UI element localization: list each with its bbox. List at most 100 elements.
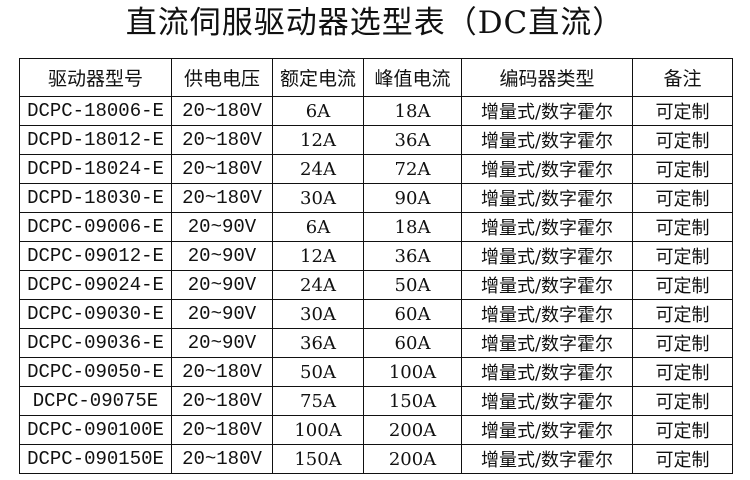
cell-peak-current: 36A bbox=[363, 125, 462, 155]
cell-peak-current: 150A bbox=[363, 386, 462, 416]
cell-rated-current: 6A bbox=[272, 212, 364, 242]
cell-model: DCPD-18012-E bbox=[19, 125, 172, 155]
cell-remark: 可定制 bbox=[632, 357, 733, 387]
cell-supply-voltage: 20~90V bbox=[171, 212, 273, 242]
cell-rated-current: 36A bbox=[272, 328, 364, 358]
column-header-model: 驱动器型号 bbox=[19, 58, 172, 97]
cell-supply-voltage: 20~90V bbox=[171, 328, 273, 358]
cell-remark: 可定制 bbox=[632, 444, 733, 474]
cell-supply-voltage: 20~90V bbox=[171, 270, 273, 300]
cell-supply-voltage: 20~90V bbox=[171, 241, 273, 271]
cell-remark: 可定制 bbox=[632, 125, 733, 155]
cell-remark: 可定制 bbox=[632, 183, 733, 213]
cell-supply-voltage: 20~180V bbox=[171, 154, 273, 184]
column-header-encoder-type: 编码器类型 bbox=[461, 58, 633, 97]
cell-peak-current: 60A bbox=[363, 299, 462, 329]
column-header-remark: 备注 bbox=[632, 58, 733, 97]
table-row: DCPC-09012-E 20~90V 12A 36A 增量式/数字霍尔 可定制 bbox=[19, 241, 733, 271]
table-row: DCPD-18012-E 20~180V 12A 36A 增量式/数字霍尔 可定制 bbox=[19, 125, 733, 155]
cell-supply-voltage: 20~180V bbox=[171, 125, 273, 155]
table-row: DCPC-09024-E 20~90V 24A 50A 增量式/数字霍尔 可定制 bbox=[19, 270, 733, 300]
column-header-peak-current: 峰值电流 bbox=[363, 58, 462, 97]
cell-peak-current: 200A bbox=[363, 444, 462, 474]
table-row: DCPC-090150E 20~180V 150A 200A 增量式/数字霍尔 可定制 bbox=[19, 444, 733, 474]
cell-supply-voltage: 20~180V bbox=[171, 444, 273, 474]
cell-remark: 可定制 bbox=[632, 328, 733, 358]
cell-supply-voltage: 20~90V bbox=[171, 299, 273, 329]
table-row: DCPD-18030-E 20~180V 30A 90A 增量式/数字霍尔 可定制 bbox=[19, 183, 733, 213]
cell-encoder-type: 增量式/数字霍尔 bbox=[461, 270, 633, 300]
cell-peak-current: 100A bbox=[363, 357, 462, 387]
cell-peak-current: 50A bbox=[363, 270, 462, 300]
cell-remark: 可定制 bbox=[632, 96, 733, 126]
cell-remark: 可定制 bbox=[632, 299, 733, 329]
table-row: DCPC-09050-E 20~180V 50A 100A 增量式/数字霍尔 可定制 bbox=[19, 357, 733, 387]
cell-model: DCPC-090150E bbox=[19, 444, 172, 474]
cell-peak-current: 200A bbox=[363, 415, 462, 445]
cell-encoder-type: 增量式/数字霍尔 bbox=[461, 357, 633, 387]
cell-remark: 可定制 bbox=[632, 386, 733, 416]
column-header-rated-current: 额定电流 bbox=[272, 58, 364, 97]
cell-rated-current: 6A bbox=[272, 96, 364, 126]
cell-encoder-type: 增量式/数字霍尔 bbox=[461, 212, 633, 242]
cell-model: DCPD-18024-E bbox=[19, 154, 172, 184]
table-row: DCPC-090100E 20~180V 100A 200A 增量式/数字霍尔 可定制 bbox=[19, 415, 733, 445]
cell-rated-current: 12A bbox=[272, 241, 364, 271]
cell-encoder-type: 增量式/数字霍尔 bbox=[461, 386, 633, 416]
cell-peak-current: 18A bbox=[363, 96, 462, 126]
cell-remark: 可定制 bbox=[632, 241, 733, 271]
driver-selection-table: 驱动器型号 供电电压 额定电流 峰值电流 编码器类型 备注 DCPC-18006-E 20~… bbox=[19, 58, 733, 474]
cell-rated-current: 24A bbox=[272, 270, 364, 300]
cell-model: DCPC-090100E bbox=[19, 415, 172, 445]
cell-encoder-type: 增量式/数字霍尔 bbox=[461, 444, 633, 474]
cell-rated-current: 150A bbox=[272, 444, 364, 474]
cell-encoder-type: 增量式/数字霍尔 bbox=[461, 125, 633, 155]
cell-rated-current: 24A bbox=[272, 154, 364, 184]
cell-model: DCPC-09012-E bbox=[19, 241, 172, 271]
table-header-row: 驱动器型号 供电电压 额定电流 峰值电流 编码器类型 备注 bbox=[19, 58, 733, 97]
cell-model: DCPC-09024-E bbox=[19, 270, 172, 300]
cell-encoder-type: 增量式/数字霍尔 bbox=[461, 328, 633, 358]
table-row: DCPC-09036-E 20~90V 36A 60A 增量式/数字霍尔 可定制 bbox=[19, 328, 733, 358]
cell-remark: 可定制 bbox=[632, 270, 733, 300]
cell-peak-current: 18A bbox=[363, 212, 462, 242]
cell-encoder-type: 增量式/数字霍尔 bbox=[461, 154, 633, 184]
cell-model: DCPC-09050-E bbox=[19, 357, 172, 387]
cell-supply-voltage: 20~180V bbox=[171, 386, 273, 416]
cell-supply-voltage: 20~180V bbox=[171, 357, 273, 387]
cell-encoder-type: 增量式/数字霍尔 bbox=[461, 183, 633, 213]
table-row: DCPC-18006-E 20~180V 6A 18A 增量式/数字霍尔 可定制 bbox=[19, 96, 733, 126]
cell-model: DCPC-09036-E bbox=[19, 328, 172, 358]
cell-rated-current: 30A bbox=[272, 183, 364, 213]
cell-encoder-type: 增量式/数字霍尔 bbox=[461, 96, 633, 126]
cell-model: DCPC-18006-E bbox=[19, 96, 172, 126]
cell-peak-current: 60A bbox=[363, 328, 462, 358]
cell-remark: 可定制 bbox=[632, 154, 733, 184]
cell-model: DCPD-18030-E bbox=[19, 183, 172, 213]
cell-peak-current: 72A bbox=[363, 154, 462, 184]
column-header-supply-voltage: 供电电压 bbox=[171, 58, 273, 97]
cell-encoder-type: 增量式/数字霍尔 bbox=[461, 299, 633, 329]
cell-model: DCPC-09075E bbox=[19, 386, 172, 416]
cell-model: DCPC-09030-E bbox=[19, 299, 172, 329]
cell-supply-voltage: 20~180V bbox=[171, 96, 273, 126]
table-row: DCPC-09030-E 20~90V 30A 60A 增量式/数字霍尔 可定制 bbox=[19, 299, 733, 329]
cell-rated-current: 30A bbox=[272, 299, 364, 329]
cell-remark: 可定制 bbox=[632, 415, 733, 445]
cell-supply-voltage: 20~180V bbox=[171, 415, 273, 445]
cell-peak-current: 36A bbox=[363, 241, 462, 271]
cell-model: DCPC-09006-E bbox=[19, 212, 172, 242]
page-title: 直流伺服驱动器选型表（DC直流） bbox=[125, 5, 625, 41]
table-row: DCPC-09075E 20~180V 75A 150A 增量式/数字霍尔 可定制 bbox=[19, 386, 733, 416]
cell-supply-voltage: 20~180V bbox=[171, 183, 273, 213]
cell-rated-current: 100A bbox=[272, 415, 364, 445]
cell-rated-current: 12A bbox=[272, 125, 364, 155]
cell-encoder-type: 增量式/数字霍尔 bbox=[461, 415, 633, 445]
table-row: DCPC-09006-E 20~90V 6A 18A 增量式/数字霍尔 可定制 bbox=[19, 212, 733, 242]
cell-rated-current: 75A bbox=[272, 386, 364, 416]
cell-rated-current: 50A bbox=[272, 357, 364, 387]
cell-encoder-type: 增量式/数字霍尔 bbox=[461, 241, 633, 271]
cell-peak-current: 90A bbox=[363, 183, 462, 213]
cell-remark: 可定制 bbox=[632, 212, 733, 242]
table-row: DCPD-18024-E 20~180V 24A 72A 增量式/数字霍尔 可定制 bbox=[19, 154, 733, 184]
